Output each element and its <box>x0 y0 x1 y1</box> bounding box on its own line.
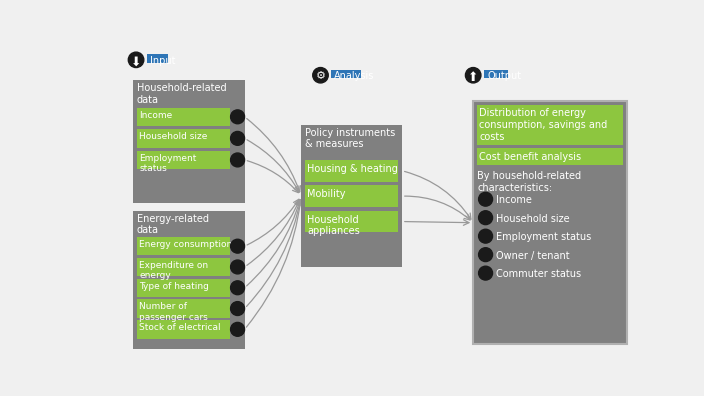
Text: Output: Output <box>487 71 521 82</box>
Circle shape <box>479 266 493 280</box>
Bar <box>484 70 508 78</box>
Text: Household size: Household size <box>496 214 570 224</box>
Bar <box>473 101 627 344</box>
Text: Energy-related
data: Energy-related data <box>137 214 209 236</box>
Bar <box>477 148 623 165</box>
Text: Analysis: Analysis <box>334 71 374 82</box>
Circle shape <box>479 248 493 262</box>
Bar <box>137 151 230 169</box>
Circle shape <box>313 68 328 83</box>
Text: Commuter status: Commuter status <box>496 269 582 279</box>
Circle shape <box>128 52 144 68</box>
Bar <box>301 124 402 267</box>
Text: Input: Input <box>150 56 175 66</box>
Text: Household size: Household size <box>139 132 208 141</box>
Circle shape <box>231 260 244 274</box>
Text: Housing & heating: Housing & heating <box>308 164 398 174</box>
Text: ⚙: ⚙ <box>315 71 325 82</box>
Text: Stock of electrical: Stock of electrical <box>139 323 221 332</box>
Text: Energy consumption: Energy consumption <box>139 240 232 249</box>
Circle shape <box>231 302 244 316</box>
Bar <box>305 160 398 181</box>
Text: ⬆: ⬆ <box>468 71 479 84</box>
Bar <box>477 105 623 145</box>
Circle shape <box>231 322 244 336</box>
Text: Policy instruments
& measures: Policy instruments & measures <box>305 128 395 149</box>
Circle shape <box>465 68 481 83</box>
Circle shape <box>231 281 244 295</box>
Circle shape <box>479 211 493 225</box>
Text: Expenditure on
energy: Expenditure on energy <box>139 261 208 280</box>
Bar <box>137 108 230 126</box>
Text: Cost benefit analysis: Cost benefit analysis <box>479 152 582 162</box>
Bar <box>137 258 230 276</box>
Text: Income: Income <box>139 110 172 120</box>
Text: Household-related
data: Household-related data <box>137 83 227 105</box>
Bar <box>137 237 230 255</box>
Bar <box>133 211 245 349</box>
Text: Income: Income <box>496 195 532 206</box>
Text: Distribution of energy
consumption, savings and
costs: Distribution of energy consumption, savi… <box>479 109 608 141</box>
Circle shape <box>231 239 244 253</box>
Bar <box>133 80 245 203</box>
Text: Type of heating: Type of heating <box>139 282 209 291</box>
Circle shape <box>231 131 244 145</box>
Text: ⬇: ⬇ <box>131 56 142 69</box>
Text: By household-related
characteristics:: By household-related characteristics: <box>477 171 582 193</box>
Text: Number of
passenger cars: Number of passenger cars <box>139 303 208 322</box>
Bar <box>137 299 230 318</box>
Text: Employment status: Employment status <box>496 232 591 242</box>
Bar <box>305 185 398 207</box>
Circle shape <box>231 110 244 124</box>
Circle shape <box>231 153 244 167</box>
Circle shape <box>479 229 493 243</box>
Text: Owner / tenant: Owner / tenant <box>496 251 570 261</box>
Circle shape <box>479 192 493 206</box>
Bar <box>137 129 230 148</box>
Bar <box>137 320 230 339</box>
Bar <box>331 70 360 78</box>
Bar <box>305 211 398 232</box>
Text: Household
appliances: Household appliances <box>308 215 360 236</box>
Bar <box>147 54 168 63</box>
Text: Employment
status: Employment status <box>139 154 196 173</box>
Bar <box>137 278 230 297</box>
Text: Mobility: Mobility <box>308 189 346 199</box>
